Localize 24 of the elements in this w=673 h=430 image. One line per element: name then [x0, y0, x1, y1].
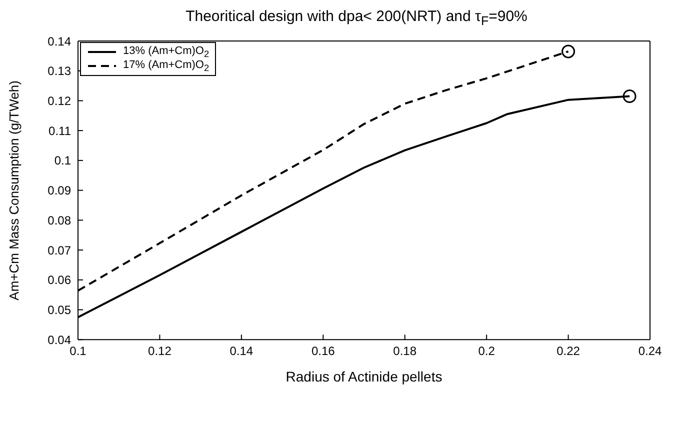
y-tick-label: 0.13	[48, 64, 72, 78]
y-axis-title: Am+Cm Mass Consumption (g/TWeh)	[6, 80, 22, 300]
legend-label: 17% (Am+Cm)O$_{2}$	[123, 59, 210, 74]
y-tick-label: 0.06	[48, 273, 72, 288]
legend-label: 13% (Am+Cm)O$_{2}$	[123, 45, 210, 60]
x-axis-title: Radius of Actinide pellets	[286, 368, 442, 385]
y-tick-label: 0.08	[48, 213, 72, 228]
y-tick-label: 0.04	[48, 332, 72, 347]
y-tick-label: 0.14	[48, 34, 72, 48]
x-tick-label: 0.2	[478, 344, 496, 358]
y-tick-label: 0.1	[54, 154, 72, 168]
y-tick-label: 0.07	[48, 243, 72, 258]
x-tick-label: 0.12	[148, 344, 172, 358]
x-tick-label: 0.16	[311, 344, 336, 358]
y-tick-label: 0.11	[48, 124, 72, 138]
x-tick-label: 0.18	[393, 344, 417, 358]
x-tick-label: 0.14	[230, 344, 254, 358]
x-tick-label: 0.1	[70, 344, 87, 358]
y-tick-label: 0.05	[48, 303, 72, 318]
chart-title: Theoritical design with dpa< 200(NRT) and τ$_{F}$=90%	[186, 8, 528, 28]
y-tick-label: 0.12	[48, 94, 72, 108]
y-tick-label: 0.09	[48, 184, 72, 198]
x-tick-label: 0.24	[638, 344, 662, 358]
x-tick-label: 0.22	[556, 344, 580, 358]
